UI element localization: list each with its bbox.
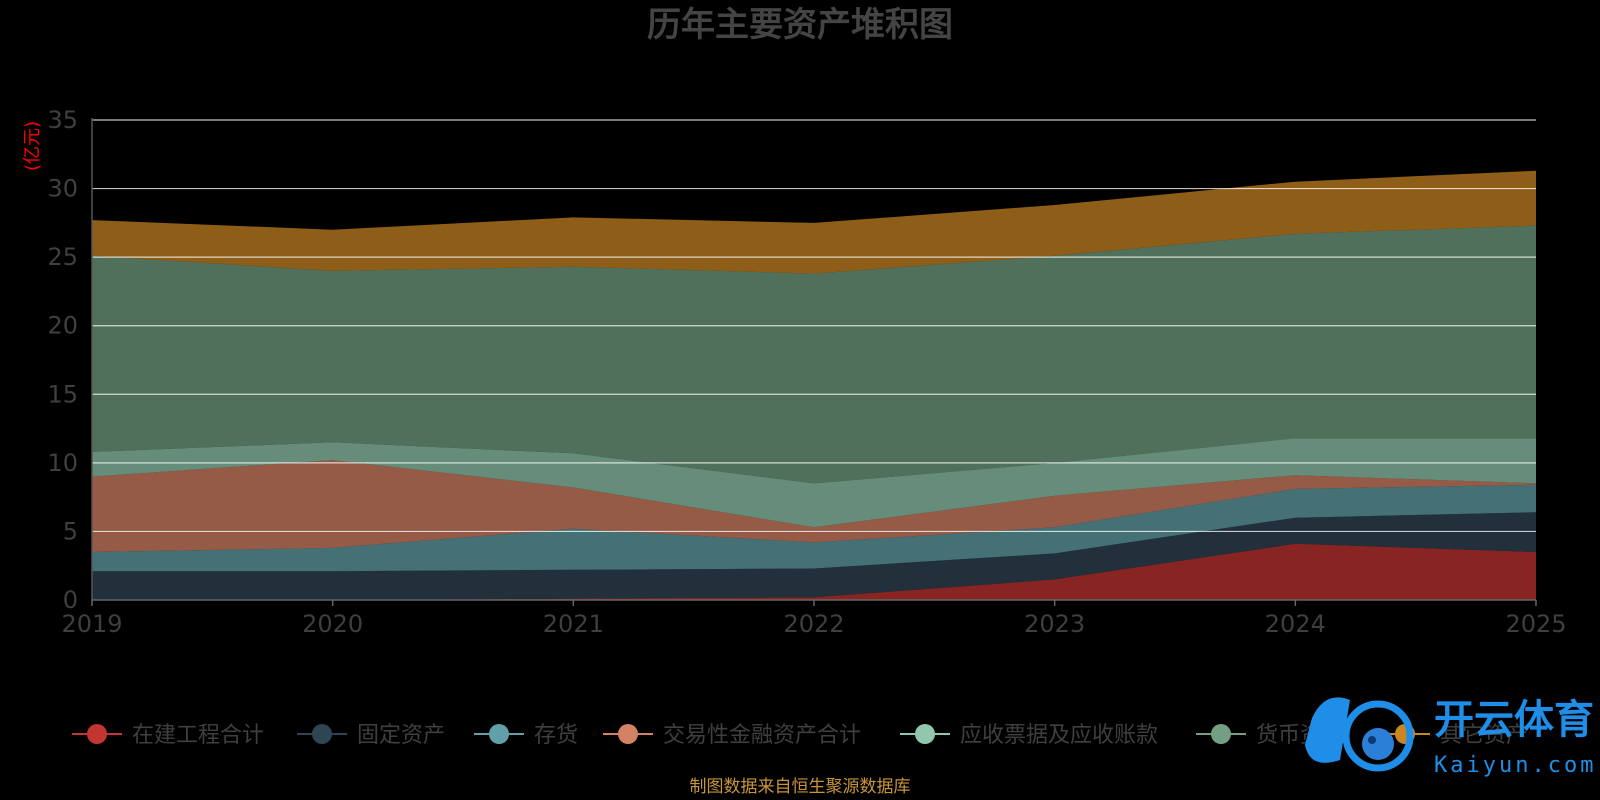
legend-item-4: 交易性金融资产合计 (603, 723, 861, 748)
x-tick-label-2024: 2024 (1265, 610, 1326, 638)
y-tick-label-10: 10 (47, 449, 78, 477)
y-tick-label-15: 15 (47, 380, 78, 408)
x-tick-label-2023: 2023 (1024, 610, 1085, 638)
legend-item-6: 货币资 (1196, 723, 1322, 748)
legend-item-3: 存货 (474, 723, 578, 748)
legend-marker-3 (489, 724, 509, 744)
legend-marker-4 (618, 724, 638, 744)
watermark-logo: 开云体育 Kaiyun.com (1305, 697, 1596, 778)
watermark-logo-k-icon (1305, 697, 1350, 763)
area-series-5 (92, 438, 1536, 528)
area-series-2 (92, 512, 1536, 600)
watermark-text-cn: 开云体育 (1434, 697, 1594, 743)
y-tick-label-25: 25 (47, 243, 78, 271)
legend-label-5: 应收票据及应收账款 (960, 723, 1158, 748)
legend: 在建工程合计 固定资产 存货 交易性金融资产合计 应收票据及应收账款 货币资 其它资产 (72, 723, 1528, 748)
y-tick-label-35: 35 (47, 106, 78, 134)
legend-label-3: 存货 (534, 723, 578, 748)
legend-item-1: 在建工程合计 (72, 723, 264, 748)
grid-lines (92, 119, 1536, 533)
legend-item-5: 应收票据及应收账款 (900, 723, 1158, 748)
watermark-logo-ring-icon (1342, 700, 1414, 772)
legend-label-2: 固定资产 (357, 723, 445, 748)
y-tick-label-20: 20 (47, 312, 78, 340)
area-series-3 (92, 484, 1536, 572)
y-tick-label-5: 5 (63, 517, 78, 545)
y-tick-label-30: 30 (47, 175, 78, 203)
x-tick-label-2021: 2021 (543, 610, 604, 638)
area-series-6 (92, 225, 1536, 484)
legend-label-7: 其它资产 (1440, 723, 1528, 748)
legend-item-2: 固定资产 (297, 723, 445, 748)
y-axis-unit: (亿元) (22, 121, 43, 171)
area-layer (92, 170, 1536, 600)
x-tick-label-2020: 2020 (302, 610, 363, 638)
legend-marker-2 (312, 724, 332, 744)
source-note: 制图数据来自恒生聚源数据库 (690, 777, 911, 797)
area-series-1 (92, 543, 1536, 600)
legend-marker-1 (87, 724, 107, 744)
area-series-7 (92, 170, 1536, 274)
legend-marker-6 (1211, 724, 1231, 744)
legend-label-4: 交易性金融资产合计 (663, 723, 861, 748)
chart-title: 历年主要资产堆积图 (647, 5, 953, 45)
soccer-ball-icon (1362, 728, 1394, 760)
legend-label-1: 在建工程合计 (132, 723, 264, 748)
x-tick-label-2025: 2025 (1505, 610, 1566, 638)
x-tick-label-2022: 2022 (783, 610, 844, 638)
y-tick-label-0: 0 (63, 586, 78, 614)
watermark-text-en: Kaiyun.com (1434, 753, 1596, 778)
legend-marker-5 (915, 724, 935, 744)
area-series-4 (92, 460, 1536, 552)
legend-item-7: 其它资产 (1380, 723, 1528, 748)
soccer-ball-patch-icon (1368, 736, 1376, 744)
x-tick-label-2019: 2019 (61, 610, 122, 638)
